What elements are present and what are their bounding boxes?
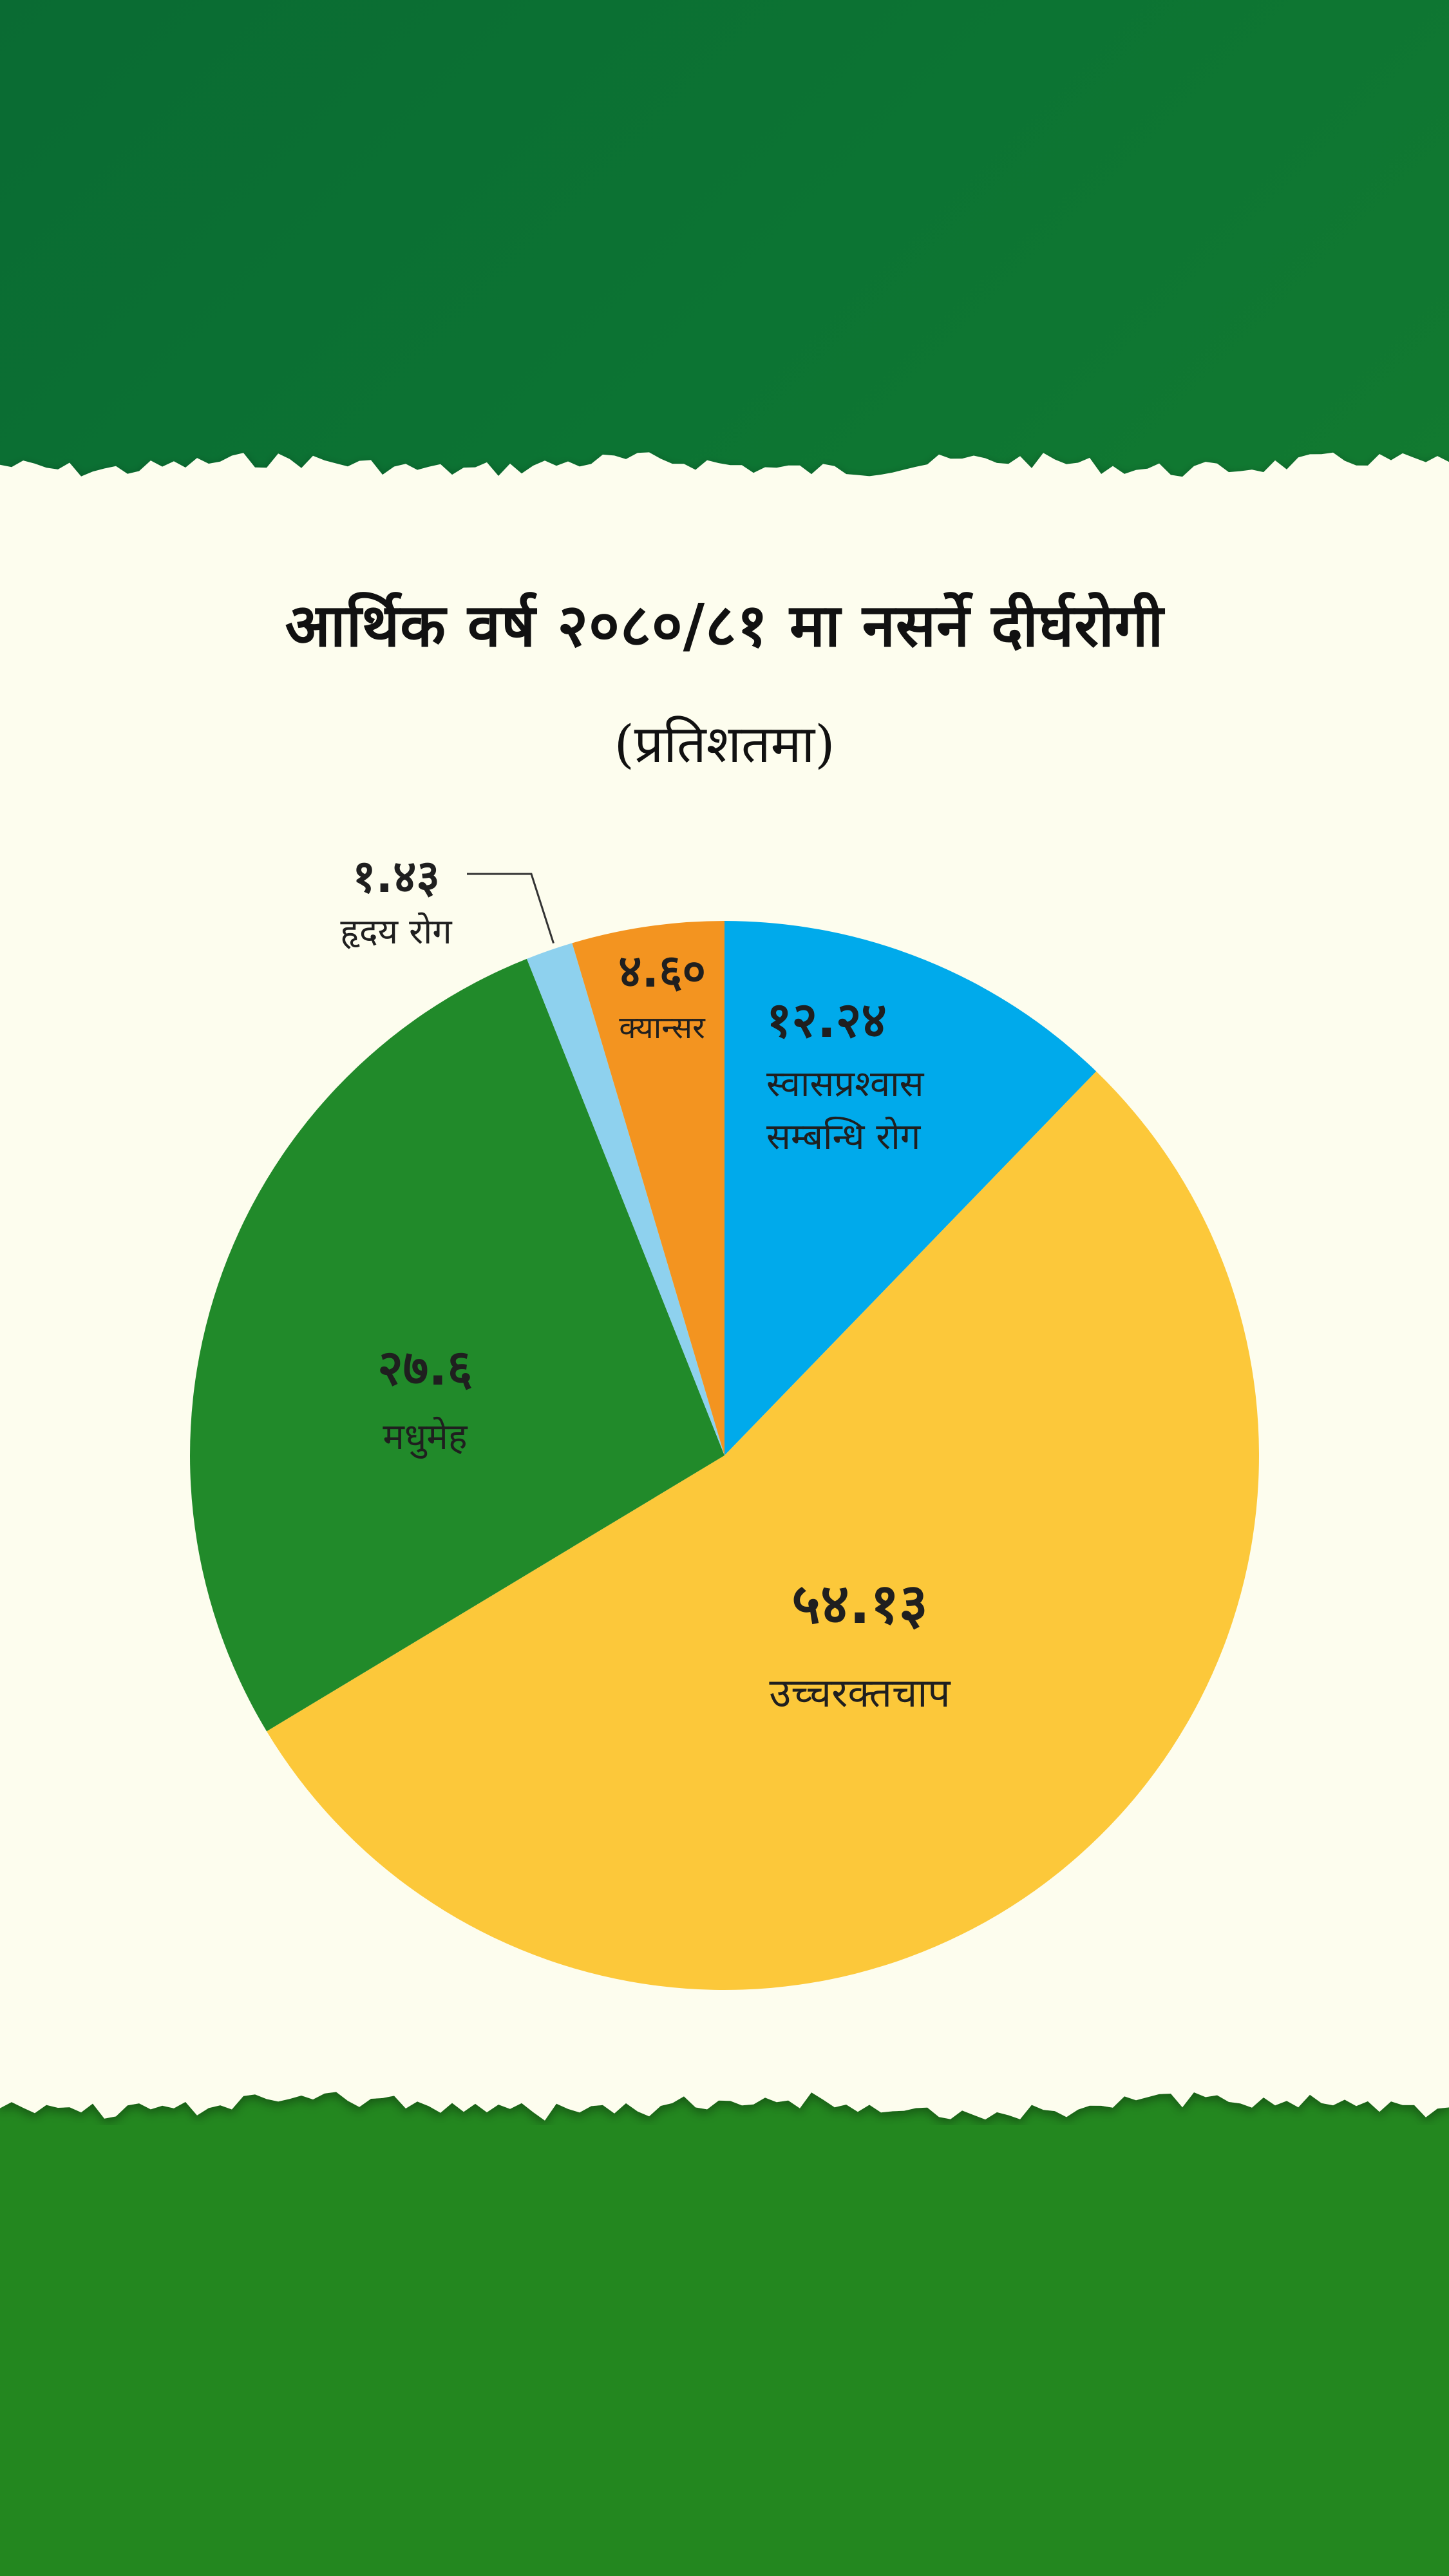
bottom-green-band (0, 2087, 1449, 2576)
top-green-band (0, 0, 1449, 502)
slice-category-label: सम्बन्धि रोग (766, 1116, 922, 1158)
slice-value-label: ४.६० (618, 945, 706, 998)
slice-value-label: १.४३ (352, 850, 440, 903)
slice-category-label: मधुमेह (383, 1416, 468, 1459)
pie-slice (267, 1071, 1259, 1990)
page-title: आर्थिक वर्ष २०८०/८१ मा नसर्ने दीर्घरोगी (285, 591, 1164, 660)
slice-category-label: स्वासप्रश्वास (766, 1063, 925, 1105)
page-subtitle: (प्रतिशतमा) (614, 714, 835, 774)
slice-category-label: क्यान्सर (619, 1010, 706, 1046)
slice-category-label: हृदय रोग (340, 911, 453, 952)
pie-slice (527, 943, 724, 1455)
leader-line (467, 873, 554, 944)
pie-chart: १२.२४ स्वासप्रश्वास सम्बन्धि रोग ५४.१३ उच्चर… (0, 837, 1449, 2061)
slice-category-label: उच्चरक्तचाप (769, 1669, 951, 1716)
slice-value-label: २७.६ (377, 1339, 472, 1396)
slice-value-label: ५४.१३ (791, 1572, 928, 1636)
pie-slice (572, 921, 724, 1455)
pie-slice (189, 958, 725, 1732)
pie-slice (724, 921, 1097, 1455)
slice-value-label: १२.२४ (766, 991, 887, 1048)
